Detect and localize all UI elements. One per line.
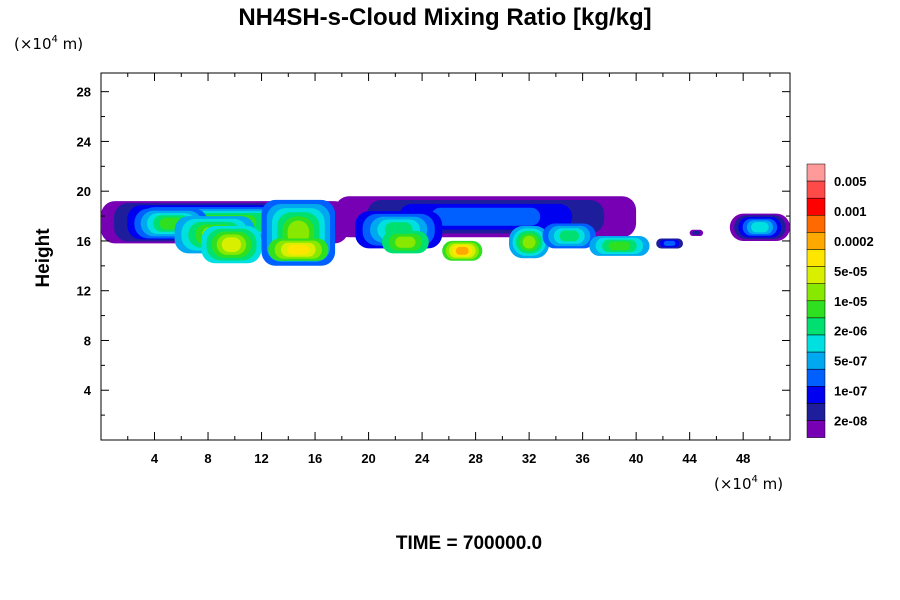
legend-swatch bbox=[806, 317, 826, 336]
cloud-contour-14-1 bbox=[692, 230, 701, 235]
legend-swatch bbox=[806, 368, 826, 387]
legend-label: 1e-07 bbox=[834, 384, 867, 399]
legend-swatch bbox=[806, 420, 826, 438]
legend-swatch bbox=[806, 351, 826, 370]
x-tick-label: 4 bbox=[151, 451, 159, 466]
legend-swatch bbox=[806, 266, 826, 284]
y-units-prefix: (×10 bbox=[14, 35, 52, 53]
cloud-contour-15-5 bbox=[751, 222, 769, 233]
x-tick-label: 44 bbox=[682, 451, 697, 466]
cloud-contour-11-3 bbox=[559, 230, 579, 242]
y-units-suffix: m) bbox=[58, 35, 83, 53]
x-tick-label: 20 bbox=[361, 451, 375, 466]
cloud-contour-10-4 bbox=[522, 235, 536, 249]
x-tick-label: 28 bbox=[468, 451, 482, 466]
legend-label: 1e-05 bbox=[834, 294, 867, 309]
y-tick-label: 16 bbox=[77, 234, 91, 249]
y-tick-label: 8 bbox=[84, 333, 91, 348]
legend-label: 0.001 bbox=[834, 204, 867, 219]
x-units-exponent: 4 bbox=[752, 474, 758, 485]
legend-swatch bbox=[806, 232, 826, 250]
y-tick-label: 20 bbox=[77, 184, 91, 199]
legend-label: 0.0002 bbox=[834, 234, 874, 249]
cloud-field bbox=[101, 196, 790, 266]
time-label: TIME = 700000.0 bbox=[396, 533, 542, 554]
legend-swatch bbox=[806, 215, 826, 233]
x-units-suffix: m) bbox=[758, 475, 783, 493]
cloud-contour-5-3 bbox=[287, 244, 310, 255]
legend-swatch bbox=[806, 249, 826, 267]
y-units-exponent: 4 bbox=[52, 34, 58, 45]
y-tick-label: 24 bbox=[77, 134, 92, 149]
legend-label: 5e-05 bbox=[834, 264, 867, 279]
x-axis-units: (×104 m) bbox=[714, 474, 783, 493]
chart-title: NH4SH-s-Cloud Mixing Ratio [kg/kg] bbox=[238, 4, 651, 31]
legend-label: 2e-06 bbox=[834, 324, 867, 339]
legend-label: 5e-07 bbox=[834, 354, 867, 369]
legend-label: 2e-08 bbox=[834, 414, 867, 429]
y-axis-units: (×104 m) bbox=[14, 34, 83, 53]
legend-swatch bbox=[806, 163, 826, 182]
cloud-contour-8-2 bbox=[395, 236, 416, 248]
legend-swatch bbox=[806, 283, 826, 302]
cloud-contour-13-2 bbox=[663, 240, 676, 246]
cloud-contour-3-4 bbox=[221, 237, 242, 253]
axis-ticks bbox=[101, 73, 790, 440]
x-units-prefix: (×10 bbox=[714, 475, 752, 493]
legend-swatch bbox=[806, 300, 826, 319]
cloud-contour-6-3 bbox=[431, 207, 541, 226]
y-axis-label: Height bbox=[33, 228, 54, 288]
y-tick-labels: 4 8 12 16 20 24 28 bbox=[77, 85, 92, 399]
y-tick-label: 28 bbox=[77, 85, 91, 100]
y-tick-label: 12 bbox=[77, 284, 91, 299]
x-tick-label: 48 bbox=[736, 451, 750, 466]
legend-swatch bbox=[806, 386, 826, 404]
legend-swatch bbox=[806, 403, 826, 421]
legend-label: 0.005 bbox=[834, 174, 867, 189]
x-tick-labels: 4 8 12 16 20 24 28 32 36 40 44 48 bbox=[151, 451, 751, 466]
legend-swatch bbox=[806, 180, 826, 199]
legend-swatch bbox=[806, 197, 826, 216]
x-tick-label: 24 bbox=[415, 451, 430, 466]
cloud-contour-12-3 bbox=[608, 241, 631, 251]
x-tick-label: 12 bbox=[254, 451, 268, 466]
x-tick-label: 32 bbox=[522, 451, 536, 466]
color-legend: 0.005 0.001 0.0002 5e-05 1e-05 2e-06 5e-07 1e-0… bbox=[806, 163, 874, 438]
legend-swatch bbox=[806, 334, 826, 353]
x-tick-label: 8 bbox=[204, 451, 211, 466]
cloud-contour-9-4 bbox=[455, 246, 469, 255]
x-tick-label: 36 bbox=[575, 451, 589, 466]
x-tick-label: 40 bbox=[629, 451, 643, 466]
x-tick-label: 16 bbox=[308, 451, 322, 466]
y-tick-label: 4 bbox=[84, 383, 92, 398]
